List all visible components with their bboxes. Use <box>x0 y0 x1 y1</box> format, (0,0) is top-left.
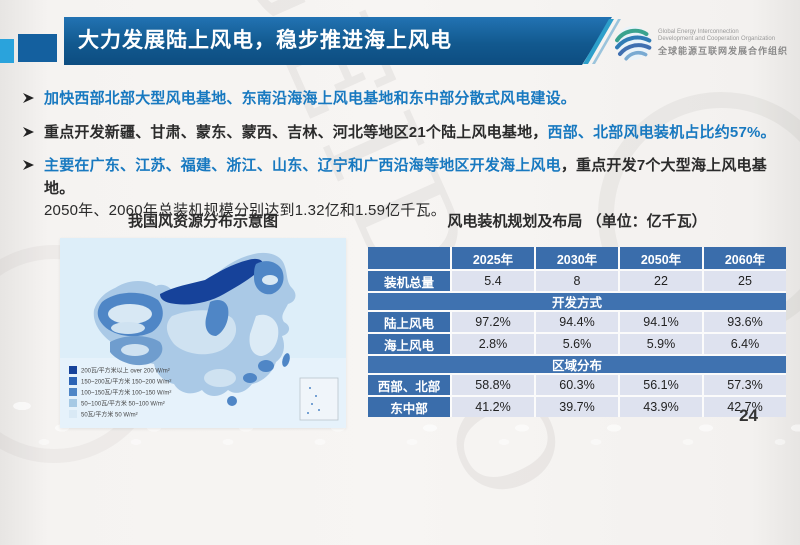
bullet-text-segment: 加快西部北部大型风电基地、东南沿海海上风电基地和东中部分散式风电建设。 <box>44 90 577 107</box>
legend-item: 50~100瓦/平方米 50~100 W/m² <box>69 399 165 408</box>
data-cell: 2.8% <box>452 334 534 354</box>
bullet-item: 重点开发新疆、甘肃、蒙东、蒙西、吉林、河北等地区21个陆上风电基地，西部、北部风… <box>22 122 784 145</box>
data-cell: 42.7% <box>704 397 786 417</box>
row-label: 海上风电 <box>368 334 450 354</box>
bullet-text: 重点开发新疆、甘肃、蒙东、蒙西、吉林、河北等地区21个陆上风电基地，西部、北部风… <box>44 122 776 145</box>
legend-swatch <box>69 377 77 385</box>
org-logo: Global Energy Interconnection Developmen… <box>614 20 794 66</box>
data-cell: 5.6% <box>536 334 618 354</box>
legend-label: 100~150瓦/平方米 100~150 W/m² <box>81 389 171 397</box>
map-legend: 200瓦/平方米以上 over 200 W/m² 150~200瓦/平方米 15… <box>69 366 171 419</box>
legend-swatch <box>69 388 77 396</box>
data-cell: 56.1% <box>620 375 702 395</box>
bullet-text: 加快西部北部大型风电基地、东南沿海海上风电基地和东中部分散式风电建设。 <box>44 88 576 111</box>
data-cell: 94.1% <box>620 312 702 332</box>
bullet-arrow-icon <box>23 126 34 137</box>
bullet-arrow-icon <box>23 160 34 170</box>
data-cell: 6.4% <box>704 334 786 354</box>
table-title: 风电装机规划及布局 （单位：亿千瓦） <box>447 213 707 230</box>
legend-swatch <box>69 399 77 407</box>
taiwan-island <box>282 353 290 367</box>
china-wind-map: 200瓦/平方米以上 over 200 W/m² 150~200瓦/平方米 15… <box>60 238 346 428</box>
org-name-en: Development and Cooperation Organization <box>658 36 776 43</box>
data-cell: 39.7% <box>536 397 618 417</box>
data-cell: 58.8% <box>452 375 534 395</box>
data-cell: 25 <box>704 271 786 291</box>
bullet-text-segment: 重点开发新疆、甘肃、蒙东、蒙西、吉林、河北等地区21个陆上风电基地， <box>44 123 548 141</box>
sea-inset <box>299 377 339 421</box>
map-title: 我国风资源分布示意图 <box>127 213 278 230</box>
table-header-cell: 2030年 <box>536 247 618 269</box>
legend-item: 150~200瓦/平方米 150~200 W/m² <box>69 377 171 386</box>
data-cell: 5.4 <box>452 271 534 291</box>
legend-item: 100~150瓦/平方米 100~150 W/m² <box>69 388 171 397</box>
hainan-island <box>227 396 237 406</box>
wind-map-panel: 200瓦/平方米以上 over 200 W/m² 150~200瓦/平方米 15… <box>60 238 346 428</box>
table-corner-cell <box>368 247 450 269</box>
table-header-cell: 2060年 <box>704 247 786 269</box>
section-row: 区域分布 <box>368 356 786 373</box>
data-cell: 97.2% <box>452 312 534 332</box>
bullet-text-segment: 西部、北部风电装机占比约57%。 <box>547 123 776 141</box>
data-cell: 8 <box>536 271 618 291</box>
row-label: 装机总量 <box>368 271 450 291</box>
data-cell: 43.9% <box>620 397 702 417</box>
legend-label: 50瓦/平方米 50 W/m² <box>81 411 138 419</box>
header-accent-square <box>0 39 14 63</box>
globe-icon <box>615 26 652 61</box>
legend-swatch <box>69 410 77 418</box>
legend-label: 200瓦/平方米以上 over 200 W/m² <box>81 367 170 375</box>
legend-label: 150~200瓦/平方米 150~200 W/m² <box>81 378 171 386</box>
legend-swatch <box>69 366 77 374</box>
data-cell: 22 <box>620 271 702 291</box>
table-header-cell: 2050年 <box>620 247 702 269</box>
legend-item: 200瓦/平方米以上 over 200 W/m² <box>69 366 170 375</box>
table-header-cell: 2025年 <box>452 247 534 269</box>
bullet-arrow-icon <box>23 93 34 103</box>
header-bar: 大力发展陆上风电，稳步推进海上风电 <box>64 17 612 65</box>
data-cell: 41.2% <box>452 397 534 417</box>
data-cell: 57.3% <box>704 375 786 395</box>
data-cell: 60.3% <box>536 375 618 395</box>
bullet-text: 主要在广东、江苏、福建、浙江、山东、辽宁和广西沿海等地区开发海上风电，重点开发7… <box>44 155 784 223</box>
org-name-en: Global Energy Interconnection <box>658 28 739 35</box>
page-title: 大力发展陆上风电，稳步推进海上风电 <box>78 29 452 52</box>
bullet-item: 加快西部北部大型风电基地、东南沿海海上风电基地和东中部分散式风电建设。 <box>22 88 784 111</box>
bullet-text-segment: 主要在广东、江苏、福建、浙江、山东、辽宁和广西沿海等地区开发海上风电 <box>44 157 561 174</box>
bullet-item: 主要在广东、江苏、福建、浙江、山东、辽宁和广西沿海等地区开发海上风电，重点开发7… <box>22 155 784 223</box>
section-row: 开发方式 <box>368 293 786 310</box>
row-label: 陆上风电 <box>368 312 450 332</box>
data-cell: 93.6% <box>704 312 786 332</box>
org-name-cn: 全球能源互联网发展合作组织 <box>658 45 789 56</box>
header-accent-rect <box>18 34 57 62</box>
bullet-list: 加快西部北部大型风电基地、东南沿海海上风电基地和东中部分散式风电建设。 重点开发… <box>22 88 784 234</box>
wind-capacity-table: 2025年 2030年 2050年 2060年 装机总量 5.4 8 22 25… <box>368 247 786 417</box>
data-cell: 94.4% <box>536 312 618 332</box>
legend-label: 50~100瓦/平方米 50~100 W/m² <box>81 400 165 408</box>
bullet-text-segment: ，重点开发7个大型海上风电基地。 <box>44 157 767 197</box>
legend-item: 50瓦/平方米 50 W/m² <box>69 410 138 419</box>
data-cell: 5.9% <box>620 334 702 354</box>
row-label: 东中部 <box>368 397 450 417</box>
page-number: 24 <box>739 406 758 425</box>
row-label: 西部、北部 <box>368 375 450 395</box>
bullet-text-segment: 2050年、2060年总装机规模分别达到1.32亿和1.59亿千瓦。 <box>44 202 446 219</box>
